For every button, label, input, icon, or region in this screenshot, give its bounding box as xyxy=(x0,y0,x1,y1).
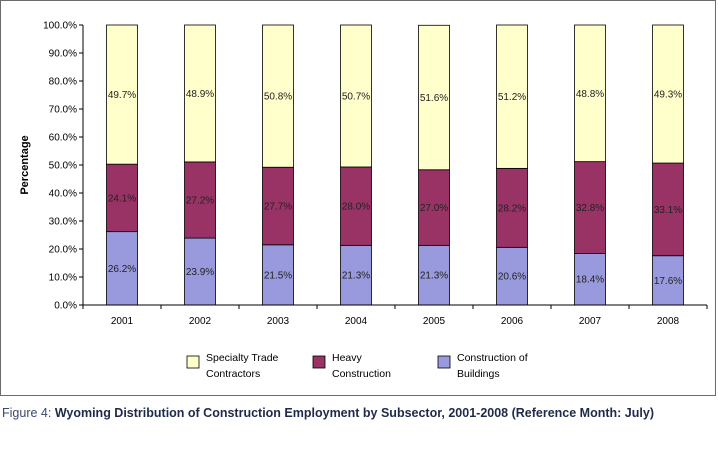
bar-segment-heavy xyxy=(262,166,294,246)
bar-segment-heavy xyxy=(418,169,450,246)
bar-segment-specialty xyxy=(106,24,138,165)
y-tick-label: 100.0% xyxy=(43,21,77,32)
data-label-heavy: 27.0% xyxy=(420,203,448,214)
y-axis-title: Percentage xyxy=(19,135,31,194)
x-axis: 2001 2002 2003 2004 2005 2006 2007 2008 xyxy=(82,304,708,327)
bar-segment-heavy xyxy=(496,167,528,248)
bar-segment-specialty xyxy=(184,24,216,163)
bar-segment-buildings xyxy=(574,253,606,306)
bar-segment-heavy xyxy=(184,161,216,239)
y-tick-label: 50.0% xyxy=(49,161,77,172)
x-tick-label: 2002 xyxy=(189,316,212,327)
chart-svg: 0.0% 10.0% 20.0% 30.0% 40.0% 50.0% 60.0% 70.0% 8… xyxy=(19,21,708,380)
y-tick-label: 40.0% xyxy=(49,189,77,200)
y-tick-label: 20.0% xyxy=(49,245,77,256)
bar-segment-buildings xyxy=(262,244,294,306)
data-label-heavy: 33.1% xyxy=(654,205,682,216)
data-label-buildings: 21.3% xyxy=(342,271,370,282)
y-tick-label: 60.0% xyxy=(49,133,77,144)
y-tick-label: 80.0% xyxy=(49,77,77,88)
y-tick-label: 70.0% xyxy=(49,105,77,116)
legend-label-line1: Heavy xyxy=(332,352,363,364)
bar-segment-specialty xyxy=(496,24,528,169)
data-label-buildings: 23.9% xyxy=(186,267,214,278)
legend-label-line2: Construction xyxy=(332,368,391,380)
bar-segment-specialty xyxy=(574,24,606,163)
data-labels: 26.2% 24.1% 49.7% 23.9% 27.2% 48.9% 21.5% 27.7%… xyxy=(108,89,682,287)
data-label-buildings: 18.4% xyxy=(576,275,604,286)
legend-swatch xyxy=(437,355,451,369)
data-label-buildings: 21.5% xyxy=(264,270,292,281)
x-tick-label: 2005 xyxy=(423,316,446,327)
data-label-heavy: 32.8% xyxy=(576,203,604,214)
bar-segment-buildings xyxy=(496,246,528,306)
data-label-specialty: 50.7% xyxy=(342,91,370,102)
data-label-heavy: 27.7% xyxy=(264,202,292,213)
data-label-buildings: 21.3% xyxy=(420,271,448,282)
data-label-buildings: 20.6% xyxy=(498,272,526,283)
bars xyxy=(106,24,684,306)
x-tick-label: 2006 xyxy=(501,316,524,327)
caption-lead: Figure 4: xyxy=(2,406,55,420)
bar-segment-buildings xyxy=(340,244,372,306)
data-label-heavy: 24.1% xyxy=(108,193,136,204)
chart-frame: 0.0% 10.0% 20.0% 30.0% 40.0% 50.0% 60.0% 70.0% 8… xyxy=(0,0,716,396)
y-axis: 0.0% 10.0% 20.0% 30.0% 40.0% 50.0% 60.0% 70.0% 8… xyxy=(43,21,84,312)
figure-caption: Figure 4: Wyoming Distribution of Constr… xyxy=(2,406,654,420)
y-tick-label: 90.0% xyxy=(49,49,77,60)
bar-segment-specialty xyxy=(418,24,450,171)
x-tick-label: 2004 xyxy=(345,316,368,327)
data-label-specialty: 49.3% xyxy=(654,90,682,101)
bar-segment-specialty xyxy=(340,24,372,168)
data-label-heavy: 28.2% xyxy=(498,203,526,214)
data-label-specialty: 51.2% xyxy=(498,92,526,103)
caption-title: Wyoming Distribution of Construction Emp… xyxy=(54,406,654,420)
data-label-specialty: 51.6% xyxy=(420,93,448,104)
data-label-specialty: 48.8% xyxy=(576,89,604,100)
x-tick-label: 2003 xyxy=(267,316,290,327)
data-label-specialty: 50.8% xyxy=(264,92,292,103)
legend-label-line2: Contractors xyxy=(206,368,260,380)
legend-label-line2: Buildings xyxy=(457,368,500,380)
legend: Specialty Trade Contractors Heavy Construct… xyxy=(186,352,528,380)
data-label-heavy: 27.2% xyxy=(186,196,214,207)
data-label-heavy: 28.0% xyxy=(342,202,370,213)
legend-label-line1: Construction of xyxy=(457,352,528,364)
bar-segment-specialty xyxy=(652,24,684,164)
bar-segment-specialty xyxy=(262,24,294,168)
y-tick-label: 30.0% xyxy=(49,217,77,228)
bar-segment-heavy xyxy=(340,166,372,246)
y-tick-label: 0.0% xyxy=(54,301,77,312)
data-label-specialty: 48.9% xyxy=(186,89,214,100)
bar-segment-buildings xyxy=(106,231,138,306)
x-tick-label: 2001 xyxy=(111,316,134,327)
data-label-specialty: 49.7% xyxy=(108,90,136,101)
data-label-buildings: 26.2% xyxy=(108,264,136,275)
bar-segment-buildings xyxy=(652,255,684,306)
data-label-buildings: 17.6% xyxy=(654,276,682,287)
x-tick-label: 2008 xyxy=(657,316,680,327)
bar-segment-heavy xyxy=(652,162,684,257)
legend-swatch xyxy=(186,355,200,369)
y-tick-label: 10.0% xyxy=(49,273,77,284)
legend-label-line1: Specialty Trade xyxy=(206,352,279,364)
legend-swatch xyxy=(312,355,326,369)
x-tick-label: 2007 xyxy=(579,316,602,327)
